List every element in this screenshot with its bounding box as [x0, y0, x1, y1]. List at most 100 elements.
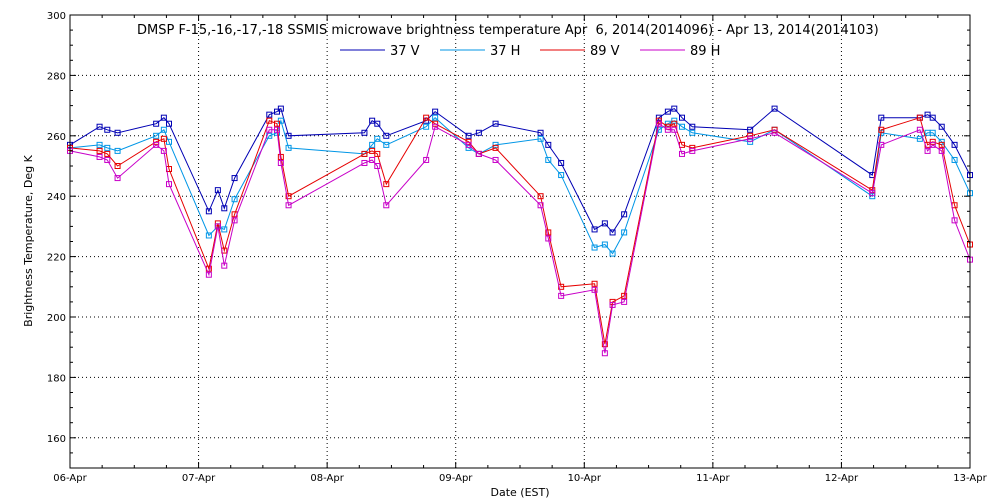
series-37h-point	[591, 244, 598, 251]
series-37v-point	[621, 211, 628, 218]
series-89h-point	[771, 129, 778, 136]
series-37h-point	[114, 147, 121, 154]
series-89h	[67, 120, 973, 357]
series-89v-point	[374, 150, 381, 157]
series-37v-point	[537, 129, 544, 136]
series-89v-point	[369, 147, 376, 154]
y-tick-label: 180	[47, 373, 66, 384]
series-37v-point	[374, 120, 381, 127]
series-89h-point	[869, 190, 876, 197]
series-89v-point	[916, 114, 923, 121]
legend-item-89v: 89 V	[540, 44, 620, 59]
x-tick-label: 11-Apr	[696, 473, 730, 484]
series-89v-line	[69, 116, 971, 345]
series-37v-point	[492, 120, 499, 127]
series-37h-point	[104, 144, 111, 151]
x-axis-label: Date (EST)	[490, 486, 549, 499]
series-37v-point	[558, 159, 565, 166]
x-tick-label: 08-Apr	[310, 473, 344, 484]
series-89v-point	[938, 141, 945, 148]
legend-item-37h: 37 H	[440, 44, 520, 59]
series-89h-point	[689, 147, 696, 154]
series-89h-point	[205, 271, 212, 278]
series-37v-point	[166, 120, 172, 127]
series-37v-point	[160, 114, 167, 121]
series-37h-point	[545, 156, 552, 163]
series-89h-point	[221, 262, 228, 269]
series-89h-point	[114, 175, 121, 182]
series-89v-point	[214, 220, 221, 227]
x-tick-label: 09-Apr	[439, 473, 473, 484]
series-89h-point	[423, 156, 430, 163]
y-axis-label: Brightness Temperature, Deg K	[22, 154, 35, 326]
series-89h-point	[274, 126, 280, 133]
y-tick-label: 240	[47, 192, 66, 203]
series-89h-point	[878, 141, 885, 148]
series-37h-point	[558, 172, 565, 179]
series-37v-line	[69, 107, 971, 234]
series-37h-point	[166, 138, 172, 145]
y-tick-label: 220	[47, 253, 66, 264]
series-37h-point	[747, 138, 754, 145]
series-37h-point	[679, 123, 685, 130]
series-37h-point	[277, 117, 284, 124]
axis-tick-labels: 160 180 200 220 240 260 280 300 06-Apr 07-Apr 08-A…	[47, 11, 988, 484]
series-89h-point	[558, 292, 565, 299]
series-89v-point	[621, 292, 628, 299]
series-37h-point	[374, 135, 381, 142]
series-37v-point	[664, 108, 671, 115]
series-37h-point	[601, 241, 608, 248]
series-37v-point	[214, 187, 221, 194]
series-37h-point	[655, 126, 662, 133]
series-37v-point	[924, 111, 931, 118]
x-tick-label: 06-Apr	[53, 473, 87, 484]
legend-label-37h: 37 H	[490, 44, 520, 59]
chart-title: DMSP F-15,-16,-17,-18 SSMIS microwave br…	[137, 23, 879, 38]
series-89v-point	[423, 114, 430, 121]
series-37v-point	[465, 132, 472, 139]
series-37h-point	[492, 141, 499, 148]
series-37h-point	[383, 141, 390, 148]
series-89h-point	[285, 202, 292, 209]
series-37h-point	[231, 196, 238, 203]
series-89v-point	[878, 126, 885, 133]
series-37h-point	[153, 132, 160, 139]
series-89h-point	[591, 286, 598, 293]
series-89v-point	[266, 117, 273, 124]
y-tick-label: 200	[47, 313, 66, 324]
series-89h-point	[160, 147, 167, 154]
series-89h-point	[747, 135, 754, 142]
series-37v-point	[545, 141, 552, 148]
series-89h-point	[214, 223, 221, 230]
series-37h-point	[537, 135, 544, 142]
series-89h-point	[671, 126, 678, 133]
series-37v-point	[878, 114, 885, 121]
series-89h-point	[374, 163, 381, 169]
series-37v-point	[432, 108, 439, 115]
series-37h-point	[205, 232, 212, 239]
y-tick-label: 300	[47, 11, 66, 22]
series-37v-point	[689, 123, 696, 130]
series-89v-point	[591, 280, 598, 287]
legend-item-37v: 37 V	[340, 44, 420, 59]
series-89h-point	[231, 217, 238, 224]
series-37v-point	[153, 120, 160, 127]
series-37h-point	[609, 250, 616, 257]
series-89h-point	[929, 141, 936, 148]
series-37v-point	[274, 108, 280, 115]
series-37v-point	[771, 105, 778, 112]
series-89h-point	[361, 159, 368, 166]
x-tick-label: 12-Apr	[825, 473, 859, 484]
series-37h-point	[423, 123, 430, 130]
series-37v-point	[114, 129, 121, 136]
series-89v-point	[383, 181, 390, 188]
series-37v-point	[285, 132, 292, 139]
legend-item-89h: 89 H	[640, 44, 720, 59]
series-89h-point	[465, 141, 472, 148]
series-37v-point	[671, 105, 678, 112]
series-89v-point	[96, 147, 103, 154]
series-89h-point	[924, 147, 931, 154]
series-37v-point	[679, 114, 685, 121]
series-89h-point	[664, 126, 671, 133]
